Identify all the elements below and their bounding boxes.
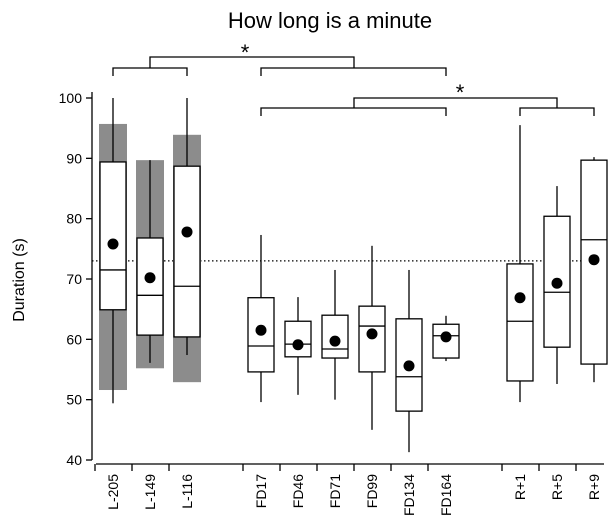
box [136, 237, 164, 336]
x-tick-label: FD17 [253, 474, 269, 508]
mean [440, 331, 452, 343]
x-tick-label: FD164 [438, 474, 454, 516]
x-tick-label: FD71 [327, 474, 343, 508]
mean [329, 335, 341, 347]
box [173, 165, 201, 338]
mean [588, 254, 600, 266]
box [284, 320, 312, 358]
x-tick-label: FD99 [364, 474, 380, 508]
box [506, 263, 534, 382]
significance-star: * [241, 40, 250, 65]
y-tick-label: 60 [66, 331, 82, 347]
y-tick-label: 70 [66, 271, 82, 287]
mean [107, 238, 119, 250]
x-tick-label: L-116 [179, 474, 195, 509]
mean [255, 324, 267, 336]
mean [181, 226, 193, 238]
mean [551, 277, 563, 289]
y-tick-label: 90 [66, 150, 82, 166]
y-axis-label: Duration (s) [11, 238, 28, 322]
x-tick-label: L-149 [142, 474, 158, 510]
x-tick-label: FD46 [290, 474, 306, 508]
y-tick-label: 80 [66, 211, 82, 227]
x-tick-label: R+5 [549, 474, 565, 500]
box [358, 305, 386, 373]
y-tick-label: 50 [66, 392, 82, 408]
x-tick-label: R+1 [512, 474, 528, 500]
mean [292, 339, 304, 351]
chart-title: How long is a minute [228, 8, 432, 33]
significance-star: * [456, 80, 465, 105]
significance-bracket [112, 56, 447, 76]
y-tick-label: 40 [66, 452, 82, 468]
mean [403, 360, 415, 372]
x-tick-label: L-205 [105, 474, 121, 510]
mean [514, 292, 526, 304]
mean [366, 328, 378, 340]
box [99, 161, 127, 311]
x-tick-label: R+9 [586, 474, 602, 500]
x-tick-label: FD134 [401, 474, 417, 516]
y-tick-label: 100 [59, 90, 83, 106]
mean [144, 272, 156, 284]
significance-bracket [260, 97, 595, 116]
